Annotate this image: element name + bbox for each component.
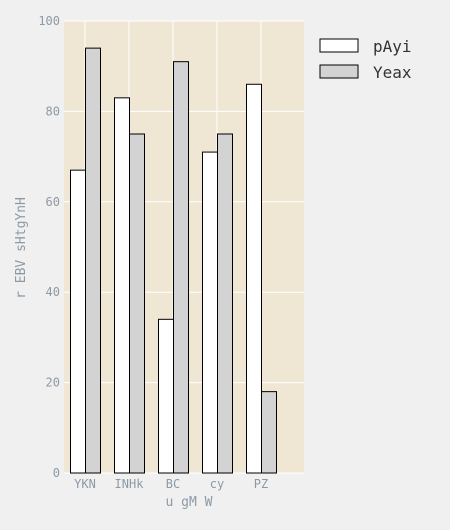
y-axis-label: r EBV sHtgYnH (14, 197, 29, 299)
bar-Yeax-BC (173, 61, 189, 474)
x-tick-label: PZ (254, 477, 268, 491)
y-tick-label: 20 (46, 376, 60, 390)
bar-pAyi-cy (202, 151, 218, 474)
legend-label-Yeax: Yeax (373, 63, 412, 82)
legend-swatch-Yeax (319, 64, 359, 79)
bar-pAyi-PZ (246, 83, 262, 474)
legend: pAyi Yeax (319, 37, 412, 82)
y-tick-label: 100 (38, 14, 60, 28)
bars (70, 47, 277, 474)
y-tick-label: 40 (46, 285, 60, 299)
bar-Yeax-PZ (261, 391, 277, 474)
x-tick-label: YKN (74, 477, 96, 491)
legend-swatch-pAyi (319, 38, 359, 53)
bar-Yeax-cy (217, 133, 233, 474)
bar-Yeax-YKN (85, 47, 101, 474)
y-tick-label: 80 (46, 104, 60, 118)
x-tick-label: BC (166, 477, 180, 491)
x-tick-label: cy (210, 477, 224, 491)
y-axis-ticks: 0 20 40 60 80 100 (38, 14, 60, 480)
x-axis-label: u gM W (166, 495, 213, 510)
x-tick-label: INHk (115, 477, 145, 491)
bar-pAyi-INHk (114, 97, 130, 474)
x-axis-ticks: YKN INHk BC cy PZ (74, 477, 268, 491)
bar-Yeax-INHk (129, 133, 145, 474)
bar-pAyi-YKN (70, 169, 86, 474)
legend-label-pAyi: pAyi (373, 37, 412, 56)
bar-pAyi-BC (158, 318, 174, 474)
y-tick-label: 0 (53, 466, 60, 480)
y-tick-label: 60 (46, 195, 60, 209)
